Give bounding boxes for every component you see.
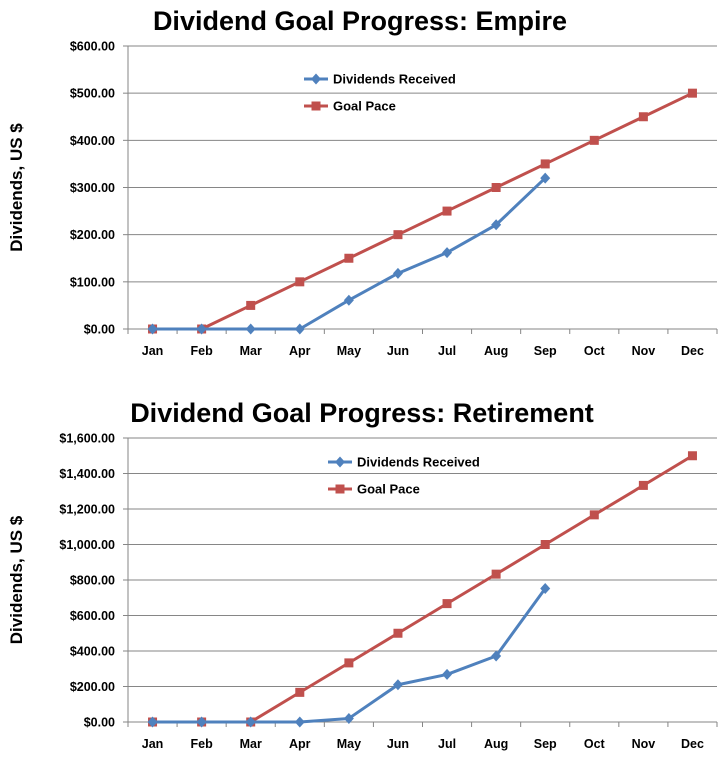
legend-marker-diamond (311, 73, 321, 85)
chart-retirement: Dividend Goal Progress: Retirement Divide… (0, 388, 727, 761)
y-tick-label: $800.00 (70, 574, 115, 588)
chart-empire-svg: Dividend Goal Progress: Empire Dividends,… (7, 6, 718, 358)
data-point-goal-pace (589, 135, 599, 145)
x-tick-label: May (337, 344, 361, 358)
data-point-goal-pace (687, 451, 697, 461)
y-tick-label: $600.00 (70, 609, 115, 623)
data-point-goal-pace (491, 183, 501, 192)
x-tick-label: May (337, 737, 361, 751)
chart-retirement-svg: Dividend Goal Progress: Retirement Divide… (7, 398, 718, 751)
y-axis-label: Dividends, US $ (7, 123, 26, 252)
x-tick-label: Dec (681, 737, 704, 751)
y-tick-label: $1,000.00 (59, 538, 115, 552)
data-point-dividends-received (392, 679, 403, 691)
x-tick-label: Feb (191, 344, 214, 358)
x-tick-label: Oct (584, 737, 606, 751)
series-line-dividends-received (152, 587, 547, 724)
data-point-dividends-received (540, 172, 551, 184)
data-point-goal-pace (540, 540, 550, 549)
legend-label: Goal Pace (333, 99, 396, 114)
legend-marker-square (311, 101, 321, 111)
data-point-goal-pace (638, 112, 648, 122)
data-point-goal-pace (540, 159, 550, 169)
data-point-goal-pace (442, 599, 452, 609)
data-point-dividends-received (491, 219, 502, 231)
legend-label: Dividends Received (357, 455, 480, 470)
data-point-goal-pace (638, 480, 648, 490)
x-tick-label: Nov (632, 737, 656, 751)
data-point-dividends-received (392, 267, 403, 279)
data-point-dividends-received (442, 668, 453, 680)
chart-empire: Dividend Goal Progress: Empire Dividends,… (0, 0, 727, 380)
data-point-goal-pace (589, 510, 599, 520)
x-tick-label: Dec (681, 344, 704, 358)
series-line-goal-pace (152, 91, 694, 331)
data-point-dividends-received (196, 716, 207, 728)
x-tick-label: Sep (534, 737, 557, 751)
data-point-dividends-received (343, 294, 354, 306)
series-line-dividends-received (152, 176, 547, 331)
y-tick-label: $400.00 (70, 645, 115, 659)
legend-marker-square (335, 484, 345, 494)
x-tick-label: Apr (289, 737, 311, 751)
data-point-dividends-received (196, 323, 207, 335)
data-point-goal-pace (393, 628, 403, 638)
x-tick-label: Jun (387, 344, 409, 358)
x-tick-label: Aug (484, 737, 508, 751)
y-tick-label: $100.00 (70, 275, 115, 289)
x-tick-label: Sep (534, 344, 557, 358)
series-line-goal-pace (152, 454, 694, 724)
data-point-dividends-received (147, 323, 158, 335)
data-point-dividends-received (147, 716, 158, 728)
x-tick-label: Jun (387, 737, 409, 751)
y-tick-label: $0.00 (84, 323, 115, 337)
x-tick-label: Mar (240, 737, 262, 751)
chart-title: Dividend Goal Progress: Retirement (130, 398, 594, 428)
data-point-goal-pace (442, 206, 452, 216)
x-tick-label: Aug (484, 344, 508, 358)
data-point-goal-pace (344, 253, 354, 263)
y-tick-label: $200.00 (70, 680, 115, 694)
chart-title: Dividend Goal Progress: Empire (153, 6, 567, 36)
y-tick-label: $1,400.00 (59, 467, 115, 481)
x-tick-label: Apr (289, 344, 311, 358)
x-tick-label: Nov (632, 344, 656, 358)
data-point-goal-pace (295, 687, 305, 697)
y-tick-label: $500.00 (70, 87, 115, 101)
data-point-dividends-received (442, 247, 453, 259)
y-tick-label: $200.00 (70, 228, 115, 242)
data-point-goal-pace (295, 277, 305, 287)
legend-label: Goal Pace (357, 482, 420, 497)
data-point-goal-pace (344, 658, 354, 668)
y-axis-label: Dividends, US $ (7, 515, 26, 644)
data-point-dividends-received (343, 712, 354, 724)
data-point-dividends-received (245, 716, 256, 728)
y-tick-label: $0.00 (84, 716, 115, 730)
data-point-dividends-received (491, 650, 502, 662)
data-point-dividends-received (294, 716, 305, 728)
y-tick-label: $1,600.00 (59, 432, 115, 446)
x-tick-label: Mar (240, 344, 262, 358)
data-point-dividends-received (540, 583, 551, 595)
x-tick-label: Jan (142, 344, 164, 358)
y-tick-label: $1,200.00 (59, 503, 115, 517)
x-tick-label: Feb (191, 737, 214, 751)
legend-label: Dividends Received (333, 72, 456, 87)
data-point-goal-pace (491, 569, 501, 579)
y-tick-label: $400.00 (70, 134, 115, 148)
x-tick-label: Jan (142, 737, 164, 751)
data-point-dividends-received (294, 323, 305, 335)
legend-marker-diamond (335, 456, 345, 468)
data-point-goal-pace (246, 300, 256, 310)
data-point-goal-pace (687, 88, 697, 98)
data-point-dividends-received (245, 323, 256, 335)
y-tick-label: $600.00 (70, 40, 115, 54)
x-tick-label: Oct (584, 344, 606, 358)
x-tick-label: Jul (438, 737, 456, 751)
x-tick-label: Jul (438, 344, 456, 358)
y-tick-label: $300.00 (70, 181, 115, 195)
data-point-goal-pace (393, 230, 403, 240)
